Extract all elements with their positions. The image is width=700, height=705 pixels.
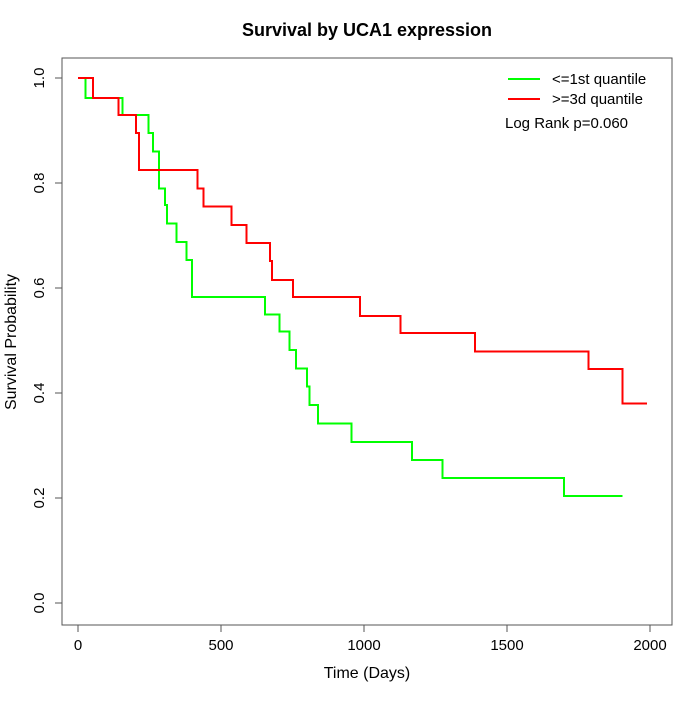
legend-label-high-quantile: >=3d quantile bbox=[552, 91, 643, 108]
x-tick-label: 500 bbox=[208, 637, 233, 654]
y-tick-label: 0.4 bbox=[31, 383, 48, 404]
x-tick-label: 2000 bbox=[633, 637, 666, 654]
y-tick-label: 1.0 bbox=[31, 68, 48, 89]
y-tick-label: 0.8 bbox=[31, 173, 48, 194]
log-rank-annotation: Log Rank p=0.060 bbox=[505, 115, 628, 132]
km-curve-low-expression bbox=[78, 77, 623, 497]
plot-box bbox=[61, 57, 673, 626]
x-axis-ticks: 0 500 1000 1500 2000 bbox=[74, 625, 667, 654]
chart-title: Survival by UCA1 expression bbox=[242, 20, 492, 40]
x-tick-label: 0 bbox=[74, 637, 82, 654]
km-curve-high-expression bbox=[78, 77, 647, 405]
y-tick-label: 0.0 bbox=[31, 593, 48, 614]
legend: <=1st quantile >=3d quantile Log Rank p=… bbox=[505, 71, 646, 132]
x-tick-label: 1000 bbox=[347, 637, 380, 654]
y-tick-label: 0.2 bbox=[31, 488, 48, 509]
y-axis-ticks: 0.0 0.2 0.4 0.6 0.8 1.0 bbox=[31, 68, 62, 614]
x-tick-label: 1500 bbox=[490, 637, 523, 654]
y-tick-label: 0.6 bbox=[31, 278, 48, 299]
x-axis-label: Time (Days) bbox=[324, 665, 411, 682]
legend-label-low-quantile: <=1st quantile bbox=[552, 71, 646, 88]
y-axis-label: Survival Probability bbox=[3, 274, 20, 410]
km-curves bbox=[78, 77, 647, 497]
